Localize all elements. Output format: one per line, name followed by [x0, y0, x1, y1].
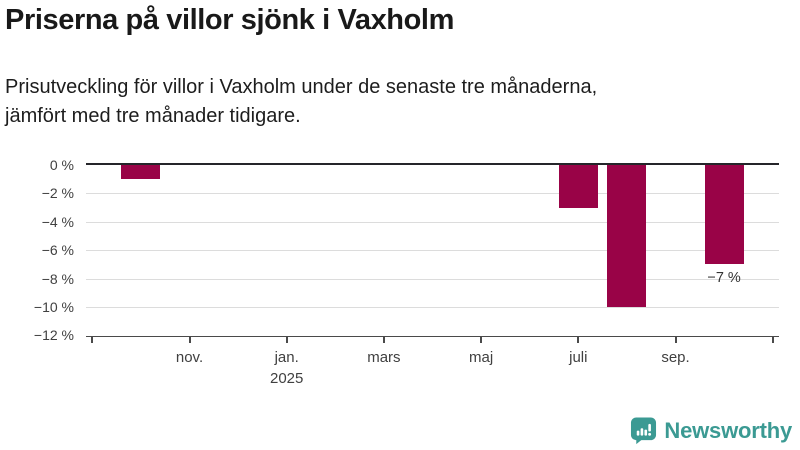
x-tick-sublabel: 2025 — [270, 370, 304, 387]
y-tick-label: −8 % — [41, 270, 74, 287]
chart-subtitle-line: Prisutveckling för villor i Vaxholm unde… — [5, 76, 598, 98]
x-tick-label: nov. — [175, 349, 204, 366]
x-tick — [771, 336, 774, 343]
x-tick — [285, 336, 288, 343]
y-tick-label: −12 % — [33, 327, 74, 344]
gridline — [86, 278, 779, 280]
newsworthy-logo: Newsworthy — [630, 416, 792, 445]
bar-okt-2024 — [121, 165, 161, 180]
x-tick-label: jan. — [274, 349, 299, 366]
x-tick-label: juli — [569, 349, 588, 366]
bar-aug-2025 — [607, 165, 647, 308]
x-axis-line — [86, 335, 779, 337]
x-tick — [480, 336, 483, 343]
y-tick-label: −2 % — [41, 185, 74, 202]
bar-value-label: −7 % — [707, 270, 741, 287]
gridline — [86, 221, 779, 223]
chart-subtitle-line: jämfört med tre månader tidigare. — [5, 105, 301, 127]
y-tick-label: 0 % — [49, 157, 74, 173]
x-tick — [577, 336, 580, 343]
x-tick — [674, 336, 677, 343]
chart-subtitle: Prisutveckling för villor i Vaxholm unde… — [5, 73, 597, 131]
y-tick-label: −6 % — [41, 242, 74, 259]
bar-juli-2025 — [558, 165, 598, 208]
x-tick — [188, 336, 191, 343]
gridline — [86, 193, 779, 195]
newsworthy-logo-icon — [631, 417, 657, 445]
zero-line — [86, 163, 779, 165]
x-tick-label: maj — [469, 349, 494, 366]
y-tick-label: −10 % — [33, 299, 74, 316]
gridline — [86, 307, 779, 309]
gridline — [86, 250, 779, 252]
x-tick — [91, 336, 94, 343]
y-tick-label: −4 % — [41, 213, 74, 230]
newsworthy-logo-text: Newsworthy — [664, 417, 792, 443]
chart-title: Priserna på villor sjönk i Vaxholm — [5, 4, 454, 36]
x-tick-label: sep. — [661, 349, 690, 366]
x-tick — [382, 336, 385, 343]
x-tick-label: mars — [367, 349, 401, 366]
bar-okt-2025 — [704, 165, 744, 265]
